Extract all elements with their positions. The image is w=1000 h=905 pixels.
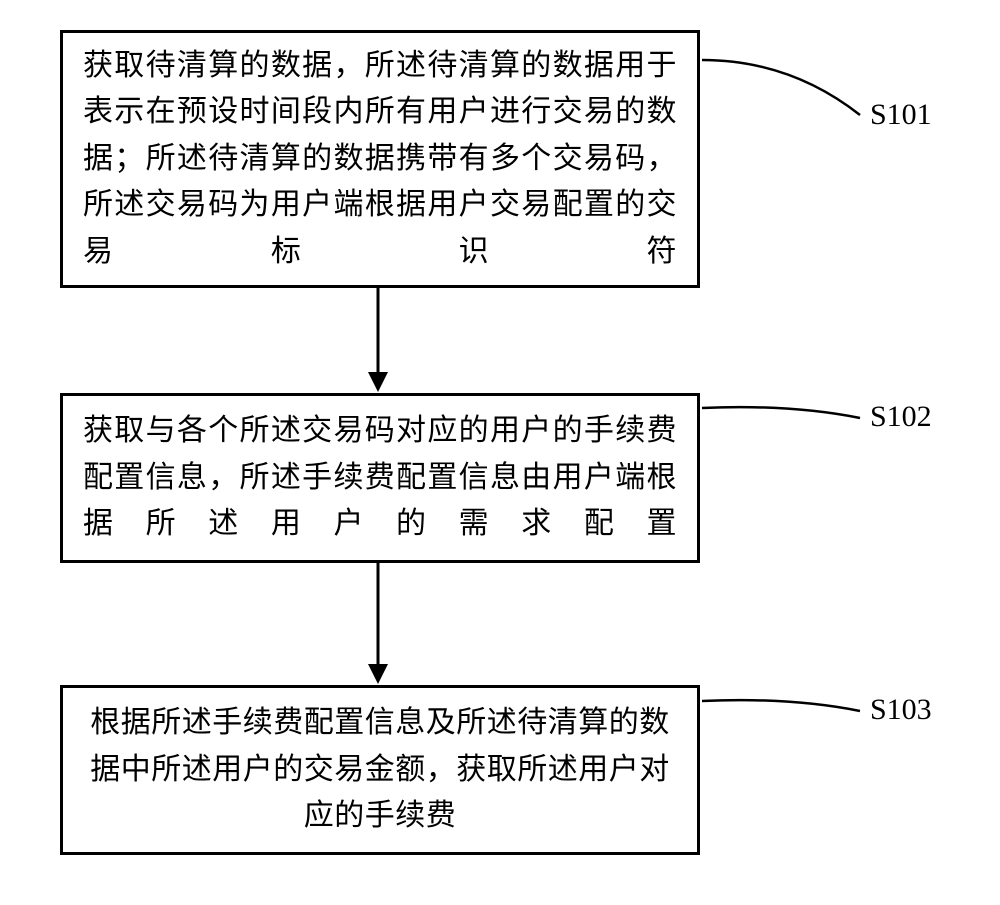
- flow-step-3-text: 根据所述手续费配置信息及所述待清算的数据中所述用户的交易金额，获取所述用户对应的…: [83, 700, 677, 840]
- flow-step-3: 根据所述手续费配置信息及所述待清算的数据中所述用户的交易金额，获取所述用户对应的…: [60, 685, 700, 855]
- flowchart-container: 获取待清算的数据，所述待清算的数据用于表示在预设时间段内所有用户进行交易的数据；…: [0, 0, 1000, 905]
- leader-line-3: [700, 691, 870, 731]
- flow-step-1: 获取待清算的数据，所述待清算的数据用于表示在预设时间段内所有用户进行交易的数据；…: [60, 30, 700, 288]
- step-label-1: S101: [870, 98, 932, 132]
- step-label-2: S102: [870, 400, 932, 434]
- arrow-2-to-3: [358, 563, 398, 686]
- flow-step-2: 获取与各个所述交易码对应的用户的手续费配置信息，所述手续费配置信息由用户端根据所…: [60, 393, 700, 563]
- flow-step-1-text: 获取待清算的数据，所述待清算的数据用于表示在预设时间段内所有用户进行交易的数据；…: [83, 43, 677, 276]
- leader-line-2: [700, 398, 870, 438]
- arrow-1-to-2: [358, 288, 398, 394]
- leader-line-1: [700, 50, 870, 130]
- step-label-3: S103: [870, 693, 932, 727]
- flow-step-2-text: 获取与各个所述交易码对应的用户的手续费配置信息，所述手续费配置信息由用户端根据所…: [83, 408, 677, 548]
